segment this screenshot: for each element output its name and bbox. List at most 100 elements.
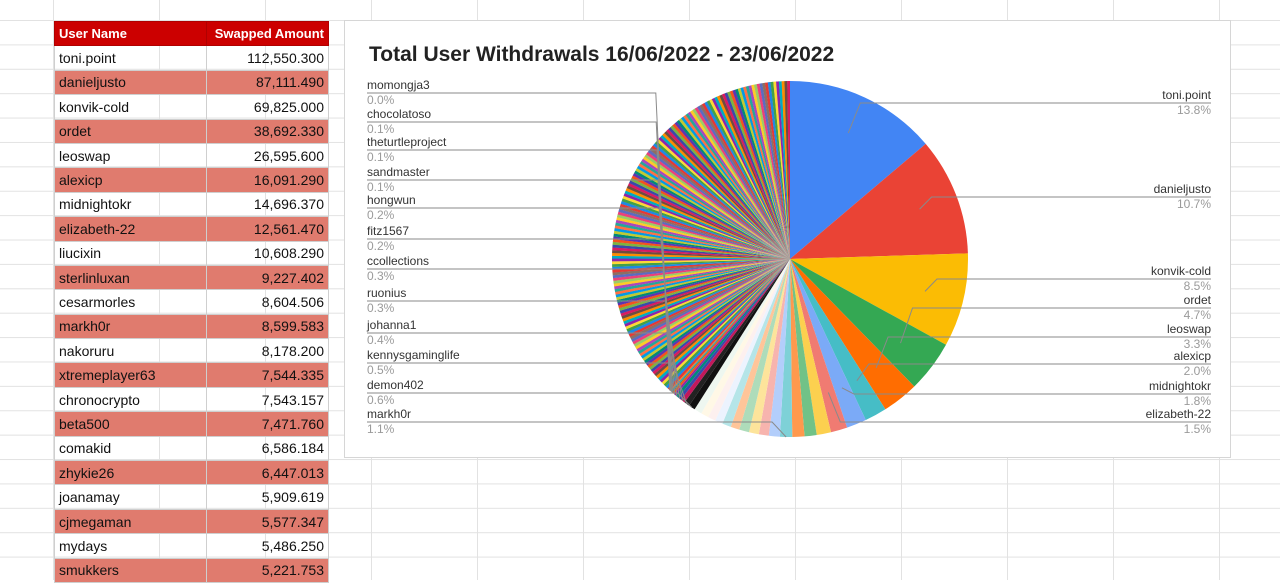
pie-slice-other[interactable]	[637, 259, 790, 354]
pie-slice-other[interactable]	[735, 88, 790, 259]
cell-user-name[interactable]: nakoruru	[54, 338, 207, 364]
pie-slice-leoswap[interactable]	[790, 259, 915, 410]
pie-slice-other[interactable]	[647, 149, 790, 259]
pie-slice-other[interactable]	[787, 80, 790, 259]
cell-user-name[interactable]: zhykie26	[54, 460, 207, 486]
pie-slice-other[interactable]	[656, 259, 790, 379]
pie-chart-card[interactable]: Total User Withdrawals 16/06/2022 - 23/0…	[344, 20, 1231, 458]
pie-slice-other[interactable]	[714, 96, 790, 259]
cell-user-name[interactable]: smukkers	[54, 557, 207, 583]
pie-slice-other[interactable]	[658, 136, 790, 259]
pie-slice-other[interactable]	[660, 134, 790, 259]
pie-slice-smukkers[interactable]	[694, 259, 790, 414]
pie-slice-other[interactable]	[719, 94, 790, 260]
pie-slice-other[interactable]	[618, 259, 790, 311]
pie-slice-other[interactable]	[622, 195, 790, 259]
cell-user-name[interactable]: danieljusto	[54, 69, 207, 96]
pie-slice-other[interactable]	[612, 259, 790, 268]
cell-swapped-amount[interactable]: 7,543.157	[206, 386, 329, 413]
pie-slice-other[interactable]	[642, 259, 790, 361]
cell-user-name[interactable]: joanamay	[54, 484, 207, 510]
pie-slice-other[interactable]	[618, 259, 790, 309]
pie-slice-other[interactable]	[646, 151, 790, 259]
pie-slice-sandmaster[interactable]	[671, 259, 790, 393]
pie-slice-other[interactable]	[694, 107, 790, 259]
pie-slice-other[interactable]	[651, 145, 790, 259]
cell-swapped-amount[interactable]: 14,696.370	[206, 191, 329, 218]
pie-slice-other[interactable]	[615, 259, 790, 295]
pie-slice-other[interactable]	[648, 259, 790, 370]
pie-slice-other[interactable]	[659, 259, 790, 383]
pie-slice-other[interactable]	[697, 105, 790, 260]
cell-user-name[interactable]: cjmegaman	[54, 508, 207, 535]
pie-slice-other[interactable]	[640, 259, 790, 359]
pie-slice-other[interactable]	[650, 259, 790, 373]
pie-slice-other[interactable]	[732, 89, 790, 259]
pie-slice-other[interactable]	[649, 147, 790, 259]
pie-slice-chronocrypto[interactable]	[748, 259, 790, 435]
pie-slice-other[interactable]	[615, 259, 790, 298]
pie-slice-other[interactable]	[764, 82, 790, 259]
pie-slice-other[interactable]	[706, 100, 790, 259]
cell-swapped-amount[interactable]: 6,447.013	[206, 460, 329, 486]
pie-slice-other[interactable]	[632, 172, 790, 259]
pie-slice-midnightokr[interactable]	[790, 259, 866, 428]
cell-user-name[interactable]: comakid	[54, 435, 207, 462]
pie-slice-other[interactable]	[619, 259, 790, 314]
pie-slice-other[interactable]	[621, 198, 790, 259]
cell-user-name[interactable]: midnightokr	[54, 191, 207, 218]
pie-slice-other[interactable]	[634, 170, 790, 259]
pie-slice-other[interactable]	[674, 121, 790, 260]
cell-swapped-amount[interactable]: 12,561.470	[206, 216, 329, 242]
pie-slice-other[interactable]	[778, 81, 790, 259]
pie-slice-other[interactable]	[636, 165, 790, 259]
pie-slice-hongwun[interactable]	[672, 259, 790, 394]
pie-slice-other[interactable]	[612, 259, 790, 276]
pie-slice-johanna1[interactable]	[680, 259, 790, 403]
pie-slice-ordet[interactable]	[790, 259, 946, 387]
pie-slice-other[interactable]	[770, 81, 790, 259]
cell-swapped-amount[interactable]: 8,604.506	[206, 289, 329, 315]
pie-slice-other[interactable]	[629, 259, 790, 340]
pie-slice-other[interactable]	[630, 177, 790, 259]
pie-slice-other[interactable]	[612, 259, 790, 265]
pie-slice-other[interactable]	[614, 259, 790, 290]
pie-slice-other[interactable]	[613, 259, 790, 281]
pie-slice-konvik-cold[interactable]	[790, 253, 968, 345]
pie-slice-zhykie26[interactable]	[722, 259, 790, 427]
cell-swapped-amount[interactable]: 6,586.184	[206, 435, 329, 462]
pie-slice-beta500[interactable]	[739, 259, 790, 433]
cell-swapped-amount[interactable]: 87,111.490	[206, 69, 329, 96]
cell-swapped-amount[interactable]: 69,825.000	[206, 94, 329, 120]
pie-slice-other[interactable]	[724, 92, 790, 259]
pie-slice-cjmegaman[interactable]	[708, 259, 790, 421]
cell-swapped-amount[interactable]: 8,599.583	[206, 313, 329, 340]
cell-swapped-amount[interactable]: 9,227.402	[206, 264, 329, 291]
pie-slice-toni.point[interactable]	[790, 81, 926, 259]
cell-swapped-amount[interactable]: 8,178.200	[206, 338, 329, 364]
cell-swapped-amount[interactable]: 5,909.619	[206, 484, 329, 510]
pie-slice-other[interactable]	[625, 187, 790, 259]
pie-slice-markh0r[interactable]	[779, 259, 793, 438]
pie-slice-other[interactable]	[721, 93, 790, 259]
cell-swapped-amount[interactable]: 10,608.290	[206, 240, 329, 266]
pie-slice-other[interactable]	[762, 82, 790, 259]
pie-slice-other[interactable]	[623, 193, 790, 259]
pie-slice-danieljusto[interactable]	[790, 143, 968, 259]
pie-slice-other[interactable]	[613, 259, 790, 284]
pie-slice-other[interactable]	[727, 91, 790, 259]
header-user-name[interactable]: User Name	[54, 20, 207, 47]
pie-slice-other[interactable]	[781, 81, 790, 259]
cell-user-name[interactable]: xtremeplayer63	[54, 362, 207, 388]
cell-swapped-amount[interactable]: 7,544.335	[206, 362, 329, 388]
pie-slice-other[interactable]	[639, 160, 790, 259]
pie-slice-other[interactable]	[635, 259, 790, 350]
cell-swapped-amount[interactable]: 26,595.600	[206, 142, 329, 169]
cell-swapped-amount[interactable]: 5,486.250	[206, 533, 329, 559]
cell-user-name[interactable]: elizabeth-22	[54, 216, 207, 242]
pie-slice-other[interactable]	[745, 85, 790, 260]
pie-slice-other[interactable]	[627, 182, 790, 259]
pie-slice-other[interactable]	[620, 200, 790, 259]
pie-slice-xtremeplayer63[interactable]	[758, 259, 790, 436]
pie-slice-other[interactable]	[619, 203, 790, 259]
